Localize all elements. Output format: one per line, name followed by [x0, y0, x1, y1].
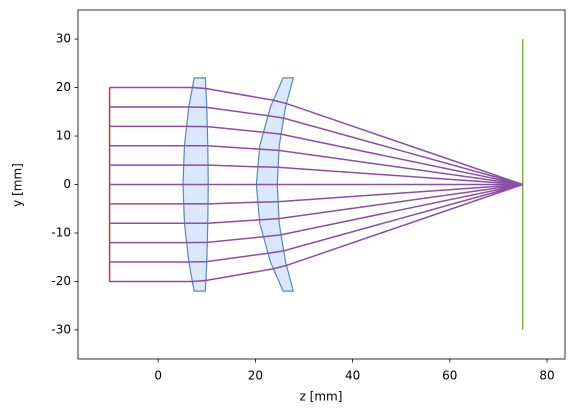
series-line [109, 183, 523, 225]
series-line [109, 183, 523, 244]
y-tick-label: -20 [51, 274, 71, 288]
series-line [109, 183, 523, 263]
y-axis-label: y [mm] [11, 163, 25, 207]
series-line [109, 106, 523, 186]
y-tick-label: 0 [63, 177, 71, 191]
series-line [109, 183, 523, 205]
x-axis-label: z [mm] [300, 390, 343, 404]
x-tick-label: 0 [154, 369, 162, 383]
y-tick-label: -30 [51, 322, 71, 336]
series-line [109, 144, 523, 186]
y-tick-label: 20 [56, 80, 71, 94]
series-line [109, 183, 523, 283]
y-tick-label: 30 [56, 32, 71, 46]
y-tick-label: 10 [56, 129, 71, 143]
x-tick-label: 40 [345, 369, 360, 383]
series-line [109, 164, 523, 186]
x-tick-label: 80 [539, 369, 554, 383]
y-tick-label: -10 [51, 225, 71, 239]
x-tick-label: 20 [248, 369, 263, 383]
x-tick-label: 60 [442, 369, 457, 383]
series-line [109, 125, 523, 186]
series-line [109, 86, 523, 186]
